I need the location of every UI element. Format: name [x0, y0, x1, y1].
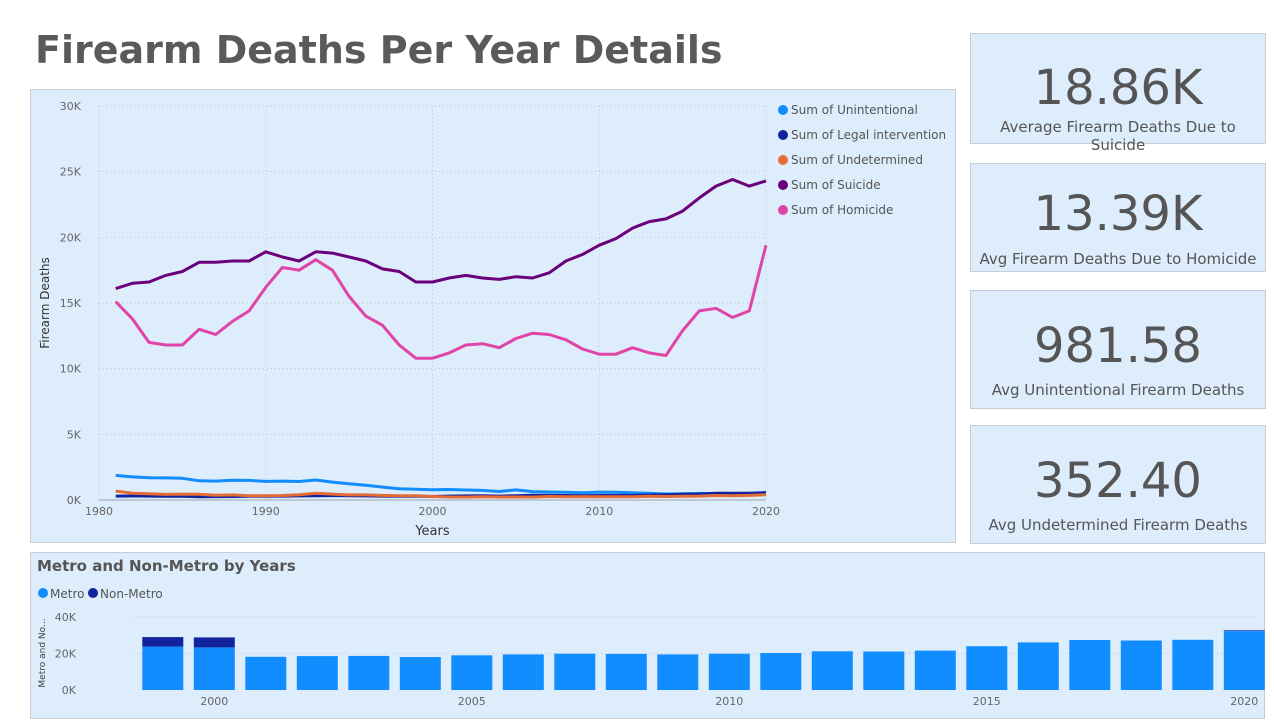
- legend-label: Metro: [50, 587, 84, 601]
- bar: [966, 646, 1008, 690]
- x-tick-label: 1990: [252, 505, 280, 518]
- legend-label: Sum of Undetermined: [791, 153, 923, 167]
- bar: [1172, 639, 1214, 690]
- bar: [554, 653, 596, 690]
- bar: [296, 656, 338, 690]
- bar: [760, 653, 802, 690]
- y-axis-title: Metro and No...: [38, 618, 48, 687]
- series-line: [115, 473, 767, 496]
- bar: [142, 646, 184, 690]
- bar: [1223, 631, 1265, 690]
- legend-marker: [778, 180, 788, 190]
- x-axis-title: Years: [414, 524, 450, 539]
- series-line: [114, 244, 768, 360]
- y-tick-label: 5K: [67, 428, 82, 441]
- kpi-card-suicide[interactable]: 18.86K Average Firearm Deaths Due to Sui…: [970, 33, 1266, 154]
- bar: [1017, 642, 1059, 690]
- bar-chart-panel: Metro and Non-Metro by Years Metro Non-Met…: [30, 552, 1265, 719]
- kpi-label: Avg Undetermined Firearm Deaths: [988, 516, 1248, 534]
- bar: [1223, 630, 1265, 631]
- legend-label: Sum of Homicide: [791, 203, 893, 217]
- legend-marker: [38, 588, 48, 598]
- x-tick-label: 2010: [715, 695, 743, 708]
- y-tick-label: 0K: [62, 684, 77, 697]
- bar-chart: Metro and Non-Metro by Years Metro Non-Met…: [37, 557, 1265, 708]
- bar: [502, 654, 544, 690]
- series-line: [115, 489, 767, 499]
- x-tick-label: 2020: [752, 505, 780, 518]
- bar: [193, 637, 235, 648]
- page-title: Firearm Deaths Per Year Details: [35, 28, 723, 72]
- bar: [245, 656, 287, 690]
- legend-marker: [88, 588, 98, 598]
- bar: [811, 651, 853, 690]
- bar-chart-title: Metro and Non-Metro by Years: [37, 557, 296, 575]
- y-tick-label: 10K: [60, 363, 82, 376]
- x-tick-label: 1980: [85, 505, 113, 518]
- x-tick-label: 2020: [1230, 695, 1258, 708]
- legend-marker: [778, 130, 788, 140]
- bar: [708, 653, 750, 690]
- legend-marker: [778, 105, 788, 115]
- kpi-label: Avg Unintentional Firearm Deaths: [991, 381, 1245, 399]
- legend-label: Sum of Legal intervention: [791, 128, 946, 142]
- legend-marker: [778, 155, 788, 165]
- x-tick-label: 2005: [458, 695, 486, 708]
- y-tick-label: 30K: [60, 100, 82, 113]
- legend-label: Sum of Unintentional: [791, 103, 918, 117]
- bar: [451, 655, 493, 690]
- bar: [142, 637, 184, 647]
- kpi-value: 981.58: [1034, 318, 1202, 374]
- y-axis-title: Firearm Deaths: [38, 257, 52, 349]
- legend-label: Sum of Suicide: [791, 178, 881, 192]
- bar: [1069, 640, 1111, 690]
- x-tick-label: 2000: [200, 695, 228, 708]
- series-line: [115, 178, 767, 291]
- legend-label: Non-Metro: [100, 587, 163, 601]
- y-tick-label: 40K: [55, 611, 77, 624]
- kpi-card-unintentional[interactable]: 981.58 Avg Unintentional Firearm Deaths: [970, 290, 1266, 409]
- y-tick-label: 15K: [60, 297, 82, 310]
- line-chart-panel: 0K 5K 10K 15K 20K 25K 30K 1980 1990 2000 2010 2020 Y…: [30, 89, 956, 543]
- line-chart: 0K 5K 10K 15K 20K 25K 30K 1980 1990 2000 2010 2020 Y…: [38, 100, 946, 539]
- x-tick-label: 2000: [419, 505, 447, 518]
- kpi-card-homicide[interactable]: 13.39K Avg Firearm Deaths Due to Homicid…: [970, 163, 1266, 272]
- kpi-value: 13.39K: [1033, 186, 1203, 242]
- kpi-card-undetermined[interactable]: 352.40 Avg Undetermined Firearm Deaths: [970, 425, 1266, 544]
- x-tick-label: 2010: [585, 505, 613, 518]
- x-tick-label: 2015: [973, 695, 1001, 708]
- bar: [193, 647, 235, 690]
- bar: [1120, 640, 1162, 690]
- y-tick-label: 25K: [60, 166, 82, 179]
- y-tick-label: 20K: [60, 231, 82, 244]
- bar: [605, 653, 647, 690]
- bar: [863, 651, 905, 690]
- kpi-value: 18.86K: [1033, 60, 1203, 116]
- kpi-label: Avg Firearm Deaths Due to Homicide: [979, 250, 1257, 268]
- legend-marker: [778, 205, 788, 215]
- bar: [399, 657, 441, 690]
- y-tick-label: 0K: [67, 494, 82, 507]
- kpi-value: 352.40: [1034, 453, 1202, 509]
- bar: [914, 650, 956, 690]
- bar: [348, 655, 390, 690]
- kpi-label: Average Firearm Deaths Due to Suicide: [1000, 118, 1236, 154]
- bar: [657, 654, 699, 690]
- y-tick-label: 20K: [55, 648, 77, 661]
